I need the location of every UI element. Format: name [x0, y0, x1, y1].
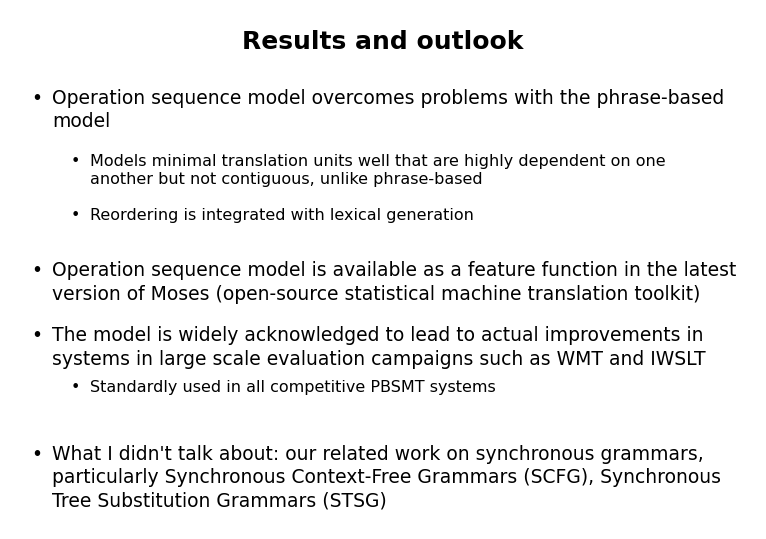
Text: •: •: [31, 261, 42, 280]
Text: •: •: [31, 89, 42, 108]
Text: Standardly used in all competitive PBSMT systems: Standardly used in all competitive PBSMT…: [90, 380, 496, 395]
Text: What I didn't talk about: our related work on synchronous grammars,
particularly: What I didn't talk about: our related wo…: [52, 445, 721, 510]
Text: Models minimal translation units well that are highly dependent on one
another b: Models minimal translation units well th…: [90, 154, 666, 187]
Text: •: •: [31, 445, 42, 464]
Text: •: •: [31, 326, 42, 345]
Text: The model is widely acknowledged to lead to actual improvements in
systems in la: The model is widely acknowledged to lead…: [52, 326, 705, 369]
Text: Results and outlook: Results and outlook: [242, 30, 524, 54]
Text: Reordering is integrated with lexical generation: Reordering is integrated with lexical ge…: [90, 208, 474, 223]
Text: •: •: [70, 380, 80, 395]
Text: Operation sequence model is available as a feature function in the latest
versio: Operation sequence model is available as…: [52, 261, 736, 304]
Text: Operation sequence model overcomes problems with the phrase-based
model: Operation sequence model overcomes probl…: [52, 89, 725, 132]
Text: •: •: [70, 208, 80, 223]
Text: •: •: [70, 154, 80, 169]
